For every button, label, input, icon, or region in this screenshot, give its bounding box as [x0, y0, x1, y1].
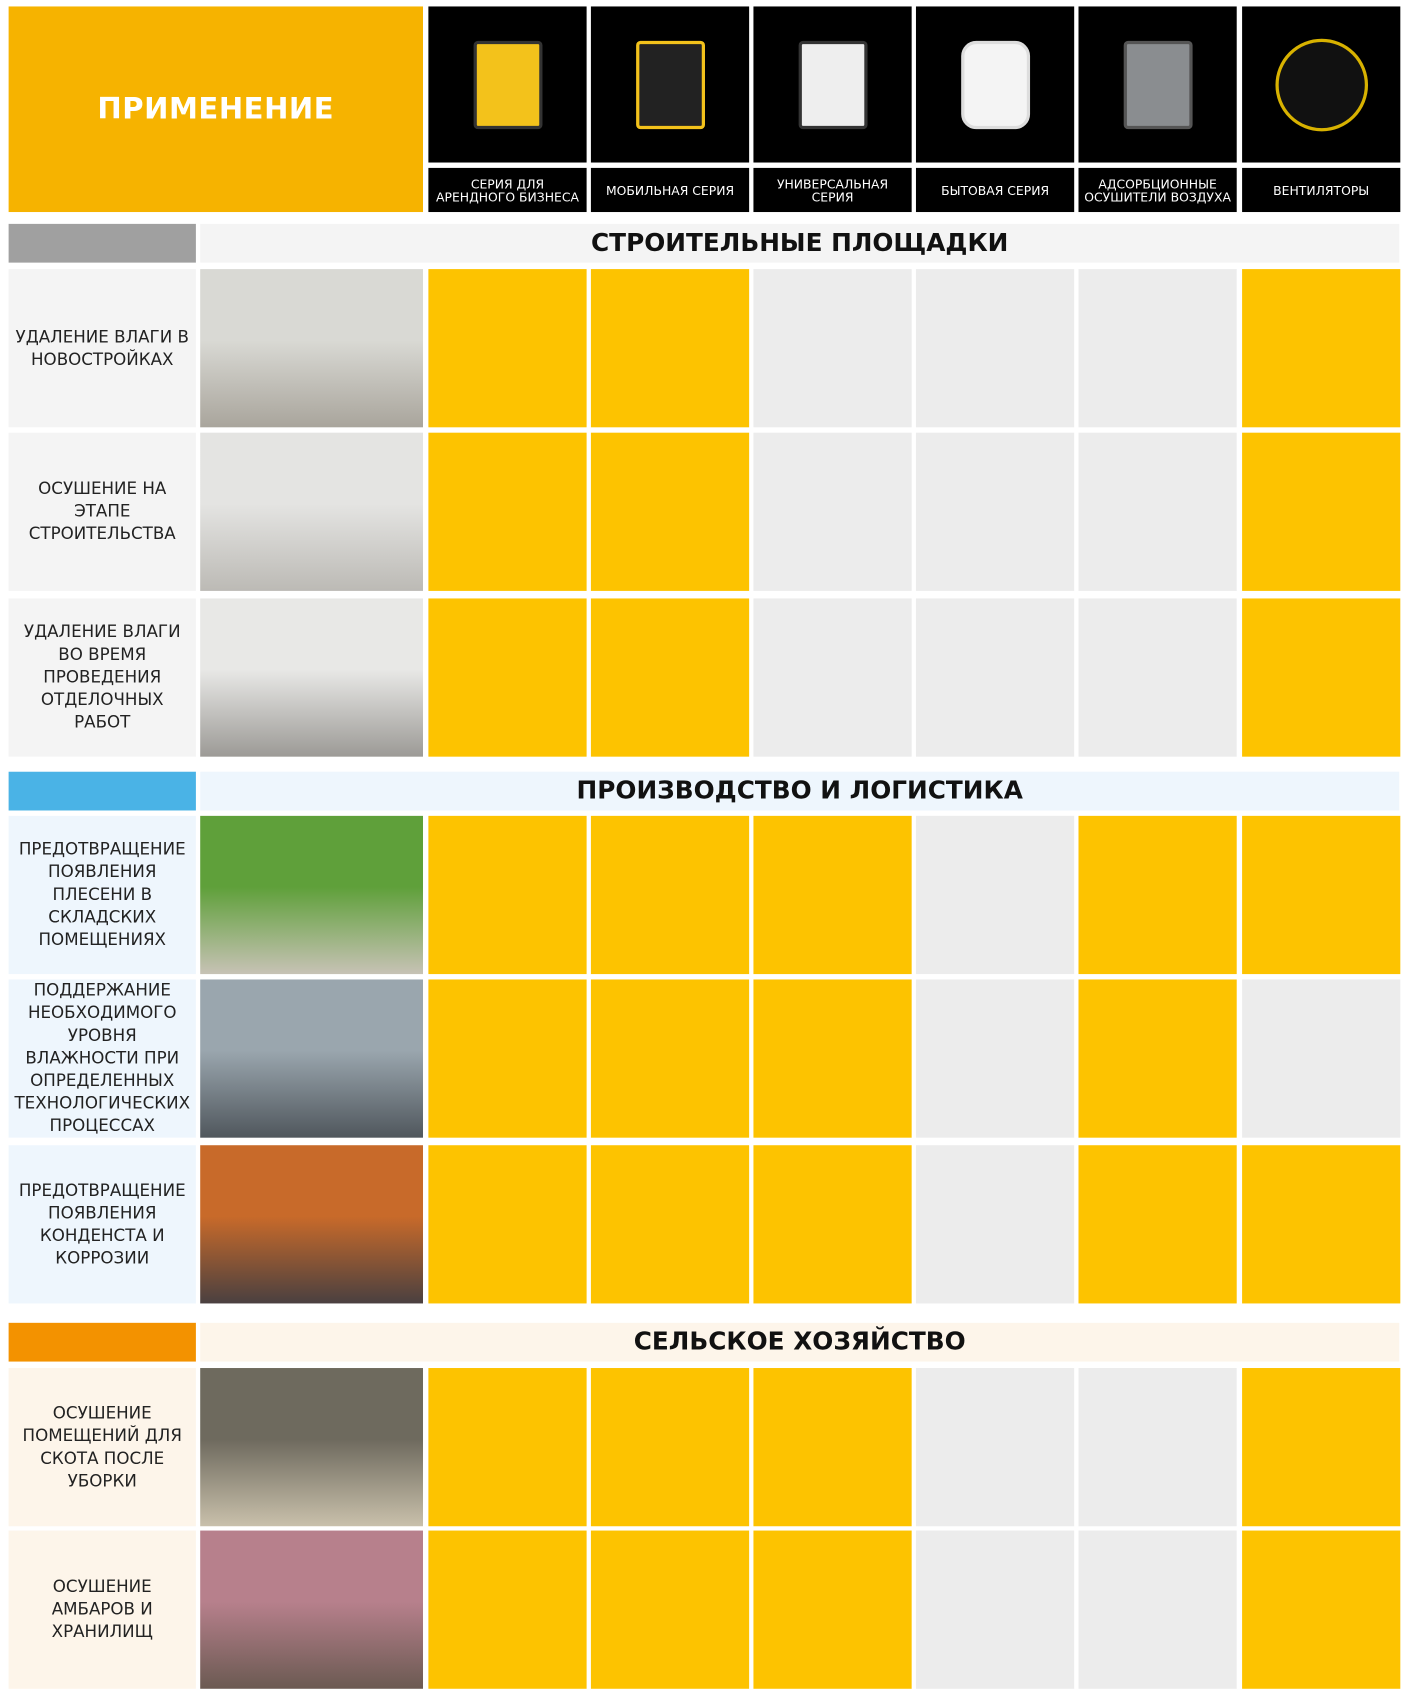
photo	[200, 1530, 424, 1689]
photo	[200, 1145, 424, 1304]
not-applicable-cell	[915, 1368, 1075, 1527]
section-title: СЕЛЬСКОЕ ХОЗЯЙСТВО	[200, 1322, 1400, 1362]
not-applicable-cell	[915, 269, 1075, 428]
product-icon	[1274, 38, 1368, 131]
photo	[200, 1368, 424, 1527]
section-marker	[8, 223, 196, 263]
not-applicable-cell	[1078, 1368, 1237, 1527]
applicable-cell	[590, 269, 750, 428]
not-applicable-cell	[915, 1145, 1075, 1304]
product-label: СЕРИЯ ДЛЯ АРЕНДНОГО БИЗНЕСА	[428, 167, 587, 213]
product-label: ВЕНТИЛЯТОРЫ	[1242, 167, 1401, 213]
applicable-cell	[753, 979, 912, 1138]
photo	[200, 598, 424, 757]
applicable-cell	[428, 979, 587, 1138]
not-applicable-cell	[915, 815, 1075, 975]
applicable-cell	[428, 1530, 587, 1689]
row-label: ОСУШЕНИЕ ПОМЕЩЕНИЙ ДЛЯ СКОТА ПОСЛЕ УБОРК…	[8, 1368, 196, 1527]
product-image	[428, 6, 587, 163]
not-applicable-cell	[1242, 979, 1401, 1138]
applicable-cell	[590, 1530, 750, 1689]
applicable-cell	[428, 1368, 587, 1527]
section-marker	[8, 771, 196, 811]
applicable-cell	[1242, 432, 1401, 591]
not-applicable-cell	[915, 598, 1075, 757]
product-image	[753, 6, 912, 163]
applicable-cell	[753, 1368, 912, 1527]
applicable-cell	[428, 1145, 587, 1304]
photo	[200, 815, 424, 975]
not-applicable-cell	[915, 979, 1075, 1138]
applicable-cell	[428, 815, 587, 975]
section-marker	[8, 1322, 196, 1362]
applicable-cell	[590, 432, 750, 591]
product-label: УНИВЕРСАЛЬНАЯ СЕРИЯ	[753, 167, 912, 213]
applicable-cell	[753, 1145, 912, 1304]
applicable-cell	[428, 269, 587, 428]
product-image	[915, 6, 1075, 163]
product-label: БЫТОВАЯ СЕРИЯ	[915, 167, 1075, 213]
row-label: ОСУШЕНИЕ АМБАРОВ И ХРАНИЛИЩ	[8, 1530, 196, 1689]
applicable-cell	[1242, 598, 1401, 757]
row-label: УДАЛЕНИЕ ВЛАГИ В НОВОСТРОЙКАХ	[8, 269, 196, 428]
applicable-cell	[428, 432, 587, 591]
photo	[200, 432, 424, 591]
product-icon	[473, 40, 542, 129]
applicable-cell	[590, 1145, 750, 1304]
photo	[200, 979, 424, 1138]
applicable-cell	[1078, 979, 1237, 1138]
applicable-cell	[590, 815, 750, 975]
row-label: УДАЛЕНИЕ ВЛАГИ ВО ВРЕМЯ ПРОВЕДЕНИЯ ОТДЕЛ…	[8, 598, 196, 757]
applicable-cell	[590, 598, 750, 757]
section-title: ПРОИЗВОДСТВО И ЛОГИСТИКА	[200, 771, 1400, 811]
applicable-cell	[1242, 1368, 1401, 1527]
applicable-cell	[1242, 269, 1401, 428]
product-image	[1242, 6, 1401, 163]
applicable-cell	[1078, 815, 1237, 975]
applicable-cell	[428, 598, 587, 757]
not-applicable-cell	[753, 269, 912, 428]
applicable-cell	[1242, 1145, 1401, 1304]
product-image	[590, 6, 750, 163]
not-applicable-cell	[915, 432, 1075, 591]
photo	[200, 269, 424, 428]
header-title: ПРИМЕНЕНИЕ	[8, 6, 424, 213]
product-icon	[960, 40, 1030, 129]
not-applicable-cell	[753, 432, 912, 591]
not-applicable-cell	[753, 598, 912, 757]
applicable-cell	[1242, 815, 1401, 975]
applicable-cell	[1078, 1145, 1237, 1304]
applicable-cell	[753, 815, 912, 975]
product-image	[1078, 6, 1237, 163]
not-applicable-cell	[1078, 432, 1237, 591]
not-applicable-cell	[1078, 1530, 1237, 1689]
row-label: ОСУШЕНИЕ НА ЭТАПЕ СТРОИТЕЛЬСТВА	[8, 432, 196, 591]
product-label: МОБИЛЬНАЯ СЕРИЯ	[590, 167, 750, 213]
section-title: СТРОИТЕЛЬНЫЕ ПЛОЩАДКИ	[200, 223, 1400, 263]
not-applicable-cell	[1078, 269, 1237, 428]
row-label: ПРЕДОТВРАЩЕНИЕ ПОЯВЛЕНИЯ ПЛЕСЕНИ В СКЛАД…	[8, 815, 196, 975]
applicable-cell	[590, 979, 750, 1138]
row-label: ПОДДЕРЖАНИЕ НЕОБХОДИМОГО УРОВНЯ ВЛАЖНОСТ…	[8, 979, 196, 1138]
product-label: АДСОРБЦИОННЫЕ ОСУШИТЕЛИ ВОЗДУХА	[1078, 167, 1237, 213]
not-applicable-cell	[1078, 598, 1237, 757]
product-icon	[1123, 40, 1193, 129]
applicable-cell	[753, 1530, 912, 1689]
applicable-cell	[1242, 1530, 1401, 1689]
applicable-cell	[590, 1368, 750, 1527]
product-icon	[798, 40, 867, 129]
product-icon	[635, 40, 705, 129]
not-applicable-cell	[915, 1530, 1075, 1689]
row-label: ПРЕДОТВРАЩЕНИЕ ПОЯВЛЕНИЯ КОНДЕНСТА И КОР…	[8, 1145, 196, 1304]
